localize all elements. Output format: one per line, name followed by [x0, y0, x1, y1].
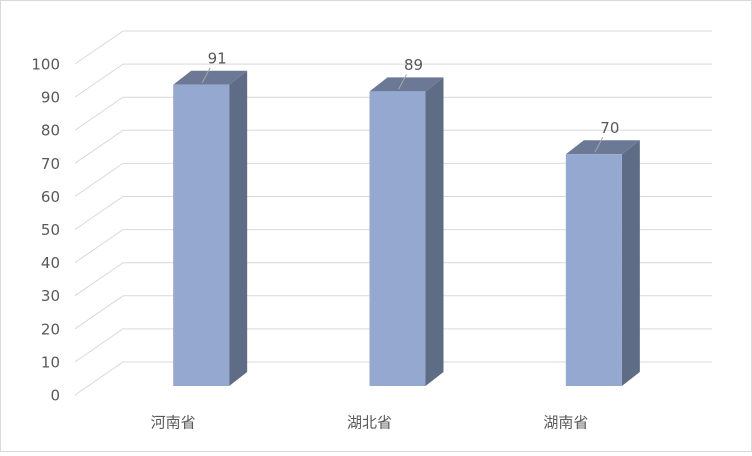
bar-top	[565, 140, 640, 155]
grid-line	[74, 196, 712, 230]
grid-line	[74, 30, 712, 65]
bar	[173, 84, 230, 386]
grid-line	[74, 295, 712, 330]
value-label: 89	[404, 56, 423, 74]
y-tick-label: 10	[41, 353, 60, 371]
label-leader	[398, 74, 407, 90]
value-label: 91	[208, 49, 227, 67]
bar-side	[229, 70, 248, 386]
bar-top	[173, 70, 248, 85]
grid-line	[74, 262, 712, 297]
bar	[369, 91, 426, 386]
y-tick-label: 80	[41, 122, 60, 140]
grid-line	[74, 129, 712, 164]
y-tick-label: 40	[41, 254, 60, 272]
y-tick-label: 70	[41, 155, 60, 173]
y-tick-label: 90	[41, 89, 60, 107]
grid-line	[74, 96, 712, 131]
grid-line	[74, 361, 712, 396]
y-tick-label: 20	[41, 320, 60, 338]
grid-line	[74, 229, 712, 264]
x-tick-label: 湖南省	[543, 414, 588, 432]
y-tick-label: 30	[41, 287, 60, 305]
grid-line	[74, 328, 712, 363]
value-label: 70	[600, 119, 619, 137]
grid-line	[74, 162, 712, 197]
x-tick-label: 河南省	[151, 414, 196, 432]
y-tick-label: 50	[41, 221, 60, 239]
label-leader	[594, 137, 604, 153]
bar-side	[621, 140, 640, 386]
y-tick-label: 60	[41, 188, 60, 206]
x-tick-label: 湖北省	[347, 414, 392, 432]
label-leader	[201, 67, 211, 84]
bar-side	[425, 77, 444, 386]
bar	[565, 154, 622, 386]
grid-line	[74, 63, 712, 98]
y-tick-label: 100	[31, 56, 60, 74]
bar-top	[369, 77, 444, 92]
y-tick-label: 0	[50, 387, 60, 405]
